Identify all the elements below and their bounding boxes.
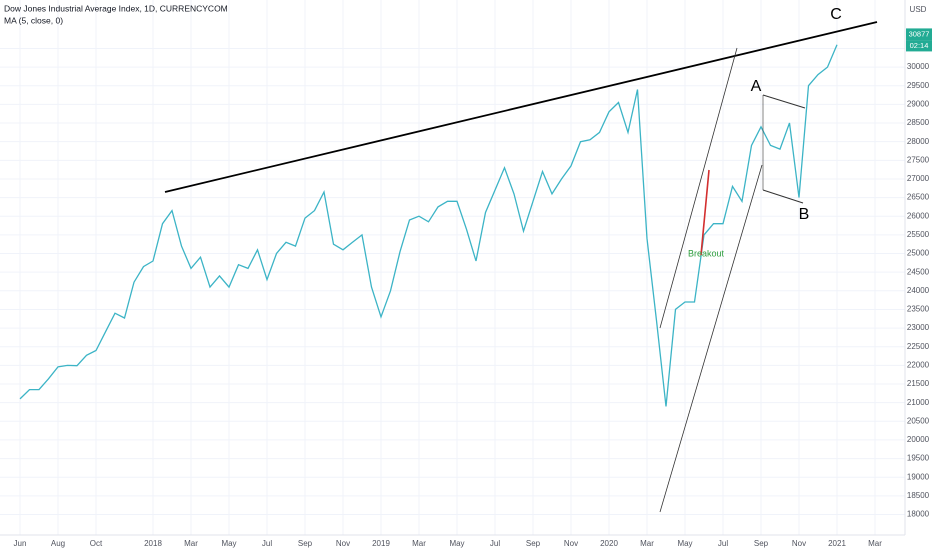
y-tick-label: 27500 xyxy=(907,155,930,164)
plot xyxy=(19,44,838,407)
annotation: C xyxy=(830,6,842,23)
y-tick-label: 21000 xyxy=(907,398,930,407)
x-tick-label: Nov xyxy=(336,539,350,548)
annotation: B xyxy=(799,206,810,223)
x-tick-label: Sep xyxy=(298,539,313,548)
y-tick-label: 26000 xyxy=(907,211,930,220)
flag-line xyxy=(762,189,804,204)
y-tick-label: 18500 xyxy=(907,491,930,500)
x-tick-label: Jun xyxy=(14,539,27,548)
y-tick-label: 21500 xyxy=(907,379,930,388)
last-price-box xyxy=(906,28,932,41)
y-tick-label: 20000 xyxy=(907,435,930,444)
y-tick-label: 28500 xyxy=(907,118,930,127)
x-tick-label: Mar xyxy=(412,539,426,548)
x-tick-label: Sep xyxy=(526,539,541,548)
x-tick-label: 2020 xyxy=(600,539,618,548)
y-unit: USD xyxy=(910,5,927,14)
x-tick-label: Sep xyxy=(754,539,769,548)
y-tick-label: 19500 xyxy=(907,454,930,463)
chart-title: Dow Jones Industrial Average Index, 1D, … xyxy=(4,3,228,13)
countdown-box xyxy=(906,40,932,52)
trend-line xyxy=(659,47,738,329)
trend-line xyxy=(659,164,763,513)
y-tick-label: 29500 xyxy=(907,81,930,90)
flag-pole xyxy=(700,169,710,256)
x-tick-label: May xyxy=(677,539,692,548)
x-tick-label: Mar xyxy=(868,539,882,548)
x-tick-label: Jul xyxy=(718,539,728,548)
drawings xyxy=(164,21,878,513)
x-tick-label: Aug xyxy=(51,539,65,548)
legend-entry: MA (5, close, 0) xyxy=(4,15,63,25)
x-tick-label: Jul xyxy=(490,539,500,548)
y-tick-label: 25500 xyxy=(907,230,930,239)
flag-line xyxy=(762,94,806,109)
x-tick-label: Jul xyxy=(262,539,272,548)
y-tick-label: 27000 xyxy=(907,174,930,183)
trend-line xyxy=(164,21,878,193)
y-tick-label: 26500 xyxy=(907,193,930,202)
x-tick-label: 2021 xyxy=(828,539,846,548)
y-tick-label: 29000 xyxy=(907,99,930,108)
x-tick-label: Mar xyxy=(184,539,198,548)
x-tick-label: May xyxy=(449,539,464,548)
x-tick-label: Oct xyxy=(90,539,103,548)
x-tick-label: Nov xyxy=(792,539,806,548)
y-tick-label: 24000 xyxy=(907,286,930,295)
y-tick-label: 24500 xyxy=(907,267,930,276)
x-tick-label: May xyxy=(221,539,236,548)
countdown-label: 02:14 xyxy=(910,41,929,50)
y-tick-label: 23500 xyxy=(907,305,930,314)
x-tick-label: 2018 xyxy=(144,539,162,548)
y-tick-label: 18000 xyxy=(907,510,930,519)
x-tick-label: Mar xyxy=(640,539,654,548)
y-tick-label: 22500 xyxy=(907,342,930,351)
x-tick-label: 2019 xyxy=(372,539,390,548)
last-price-label: 30877 xyxy=(909,29,930,38)
y-tick-label: 23000 xyxy=(907,323,930,332)
annotation: A xyxy=(751,78,762,95)
y-tick-label: 28000 xyxy=(907,137,930,146)
price-line xyxy=(19,44,838,407)
y-tick-label: 30000 xyxy=(907,62,930,71)
y-tick-label: 19000 xyxy=(907,472,930,481)
y-tick-label: 20500 xyxy=(907,416,930,425)
y-tick-label: 25000 xyxy=(907,249,930,258)
grid xyxy=(0,0,905,535)
x-tick-label: Nov xyxy=(564,539,578,548)
y-tick-label: 22000 xyxy=(907,360,930,369)
annotation: Breakout xyxy=(688,248,725,258)
